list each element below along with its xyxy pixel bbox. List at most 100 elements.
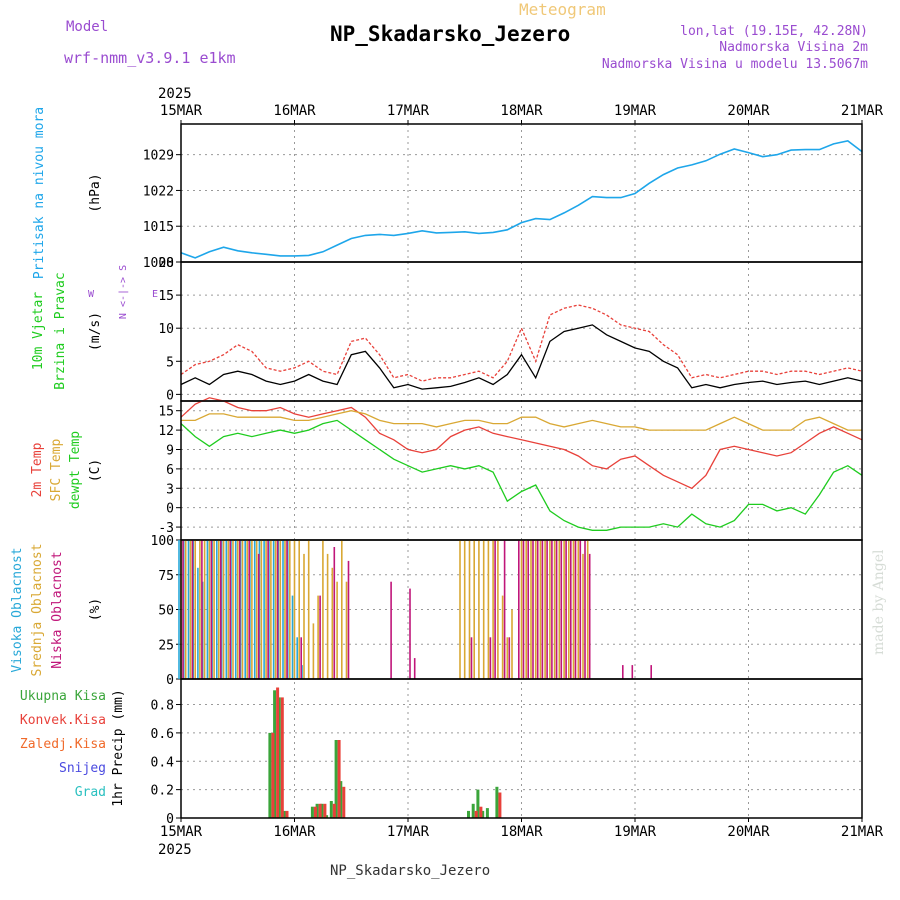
low_cloud-bar (286, 540, 288, 679)
year-label-top: 2025 (158, 86, 192, 102)
x-tick-label-bottom: 19MAR (614, 824, 657, 840)
total_precip-bar (329, 801, 333, 818)
low_cloud-bar (182, 540, 184, 679)
cloud-axis-title: Niska Oblacnost (50, 551, 65, 668)
precip-panel: 0 0.2 0.4 0.6 0.8 (151, 678, 863, 827)
gust-line (180, 304, 863, 382)
mid_cloud-bar (213, 540, 215, 679)
precip-axis-title: 1hr Precip (mm) (111, 689, 126, 806)
total_precip-bar (334, 740, 338, 818)
low_cloud-bar (319, 595, 321, 679)
temperature-tick-label: 12 (158, 424, 174, 439)
mid_cloud-bar (553, 540, 556, 679)
mid_cloud-bar (563, 540, 565, 679)
low_cloud-bar (494, 540, 496, 679)
mid_cloud-bar (303, 553, 305, 679)
pressure-tick-label: 1029 (143, 149, 174, 164)
low_cloud-bar (300, 637, 302, 679)
x-tick-label-top: 16MAR (273, 103, 316, 119)
clouds-tick-label: 75 (158, 569, 174, 584)
cloud-axis-title: Visoka Oblacnost (10, 547, 25, 672)
mid_cloud-bar (530, 540, 532, 679)
model-label: Model (66, 19, 109, 35)
high_cloud-bar (234, 540, 237, 679)
wind-frame (180, 261, 863, 402)
mid_cloud-bar (255, 540, 258, 679)
wind-compass-w: W (88, 289, 95, 300)
pressure-frame (180, 123, 863, 263)
precip-tick-label: 0.6 (151, 727, 174, 742)
low_cloud-bar (622, 665, 624, 679)
high_cloud-bar (187, 540, 190, 679)
mid_cloud-bar (463, 540, 466, 679)
x-tick-label-bottom: 18MAR (500, 824, 543, 840)
mid_cloud-bar (341, 540, 343, 679)
x-tick-label-bottom: 15MAR (160, 824, 203, 840)
mid_cloud-bar (482, 540, 485, 679)
low_cloud-bar (570, 540, 572, 679)
mid_cloud-bar (497, 540, 499, 679)
low_cloud-bar (522, 540, 525, 679)
footer-station: NP_Skadarsko_Jezero (330, 863, 491, 879)
mid_cloud-bar (478, 540, 480, 679)
mid_cloud-bar (558, 540, 561, 679)
conv_precip-bar (318, 803, 322, 818)
total_precip-bar (310, 806, 314, 818)
conv_precip-bar (474, 810, 478, 818)
mid_cloud-bar (241, 540, 244, 679)
mid_cloud-bar (331, 567, 334, 679)
precip-legend-item: Ukupna Kisa (20, 689, 106, 704)
high_cloud-bar (282, 540, 284, 679)
clouds-unit-label: (%) (88, 598, 103, 621)
precip-tick-label: 0.8 (151, 699, 174, 714)
pressure-panel: 1008 1015 1022 1029 (hPa) (88, 123, 863, 271)
total_precip-bar (339, 781, 343, 818)
x-tick-label-top: 17MAR (387, 103, 430, 119)
total_precip-bar (495, 786, 499, 818)
wind-axis-title-line1: 10m Vjetar (31, 292, 46, 370)
precip-legend-item: Grad (75, 785, 106, 800)
low_cloud-bar (248, 540, 250, 679)
x-tick-label-bottom: 17MAR (387, 824, 430, 840)
low_cloud-bar (333, 547, 336, 679)
mid_cloud-bar (586, 540, 589, 679)
conv_precip-bar (276, 687, 280, 818)
mid_cloud-bar (336, 581, 338, 679)
low_cloud-bar (546, 540, 548, 679)
mid_cloud-bar (520, 540, 523, 679)
mid_cloud-bar (572, 540, 575, 679)
wind-panel: 0 5 10 15 20 (m/s) (88, 256, 863, 403)
mid_cloud-bar (194, 540, 196, 679)
sfc_temp-line (181, 410, 862, 431)
mid_cloud-bar (577, 540, 580, 679)
wind-tick-label: 15 (158, 289, 174, 304)
cloud-axis-title: Srednja Oblacnost (30, 543, 45, 676)
conv_precip-bar (271, 732, 275, 818)
mid_cloud-bar (208, 540, 211, 679)
conv_precip-bar (280, 697, 284, 818)
mid_cloud-bar (199, 540, 201, 679)
high_cloud-bar (296, 637, 298, 679)
mid_cloud-bar (232, 540, 234, 679)
mid_cloud-bar (203, 540, 206, 679)
mid_cloud-bar (265, 540, 267, 679)
pressure-unit-label: (hPa) (88, 173, 103, 212)
high_cloud-bar (291, 595, 294, 679)
x-tick-label-bottom: 20MAR (727, 824, 770, 840)
low_cloud-bar (409, 588, 411, 679)
precip-tick-label: 0.2 (151, 784, 174, 799)
mid_cloud-bar (289, 540, 291, 679)
mid_cloud-bar (492, 540, 494, 679)
low_cloud-bar (201, 540, 203, 679)
low_cloud-bar (579, 540, 582, 679)
wind-tick-label: 5 (166, 355, 174, 370)
low_cloud-bar (560, 540, 563, 679)
mid_cloud-bar (307, 540, 310, 679)
high_cloud-bar (253, 540, 256, 679)
low_cloud-bar (584, 540, 586, 679)
temperature-tick-label: 6 (166, 463, 174, 478)
wind-axis-title-line2: Brzina i Pravac (53, 272, 68, 389)
pressure-line (180, 140, 863, 259)
mid_cloud-bar (326, 553, 329, 679)
